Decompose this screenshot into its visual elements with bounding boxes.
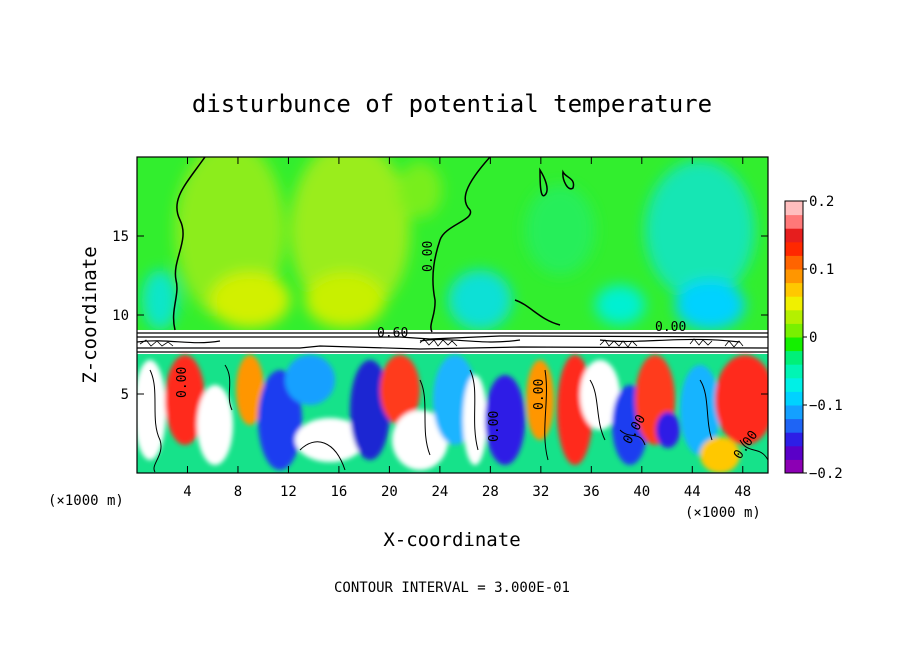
colorbar-swatch [785,296,803,311]
x-tick-label: 24 [431,484,448,500]
colorbar-swatch [785,459,803,474]
contour-label: 0.00 [487,411,502,442]
plot-area [137,157,768,473]
x-tick-label: 16 [330,484,347,500]
colorbar-swatch [785,228,803,243]
colorbar-tick-label: 0.1 [809,262,834,278]
x-tick-label: 44 [684,484,701,500]
contour-interval-text: CONTOUR INTERVAL = 3.000E-01 [334,580,570,596]
colorbar-swatch [785,391,803,406]
chart-title: disturbunce of potential temperature [192,90,712,118]
y-tick-label: 10 [112,308,129,324]
colorbar-swatch [785,255,803,270]
colorbar-ticks: 0.2 0.1 0 −0.1 −0.2 [803,194,843,482]
colorbar-swatch [785,445,803,460]
colorbar-swatch [785,337,803,352]
colorbar-swatch [785,309,803,324]
x-axis-label: X-coordinate [383,529,520,551]
colorbar-swatch [785,214,803,229]
colorbar-swatch [785,269,803,284]
x-unit-left: (×1000 m) [48,493,124,509]
colorbar-swatch [785,241,803,256]
colorbar-swatch [785,364,803,379]
y-tick-label: 15 [112,229,129,245]
colorbar-swatch [785,350,803,365]
lower-contours [149,364,768,473]
colorbar-swatch [785,377,803,392]
contour-label: 0.00 [421,241,436,272]
contour-label: 0.60 [377,326,408,341]
colorbar-tick-label: −0.2 [809,466,843,482]
x-tick-label: 48 [734,484,751,500]
colorbar-swatch [785,405,803,420]
x-tick-label: 32 [532,484,549,500]
inversion-contours [137,332,768,353]
y-axis: 5 10 15 [112,229,768,403]
colorbar-tick-label: 0 [809,330,817,346]
colorbar [785,201,803,474]
contour-label: 0.00 [655,320,686,335]
zero-contour-upper [172,157,575,333]
colorbar-swatch [785,282,803,297]
colorbar-swatch [785,418,803,433]
y-axis-label: Z-coordinate [79,246,101,383]
lower-field-cells [137,355,768,473]
colorbar-swatch [785,201,803,216]
x-tick-label: 8 [234,484,242,500]
contour-label: 0.00 [532,379,547,410]
x-axis: 4 8 12 16 20 24 28 32 36 40 44 48 [183,157,751,500]
x-unit-right: (×1000 m) [685,505,761,521]
x-tick-label: 36 [583,484,600,500]
colorbar-tick-label: 0.2 [809,194,834,210]
y-tick-label: 5 [121,387,129,403]
colorbar-swatch [785,432,803,447]
x-tick-label: 4 [183,484,191,500]
colorbar-swatch [785,323,803,338]
contour-label: 0.00 [175,367,190,398]
x-tick-label: 28 [482,484,499,500]
x-tick-label: 20 [381,484,398,500]
x-tick-label: 40 [633,484,650,500]
x-tick-label: 12 [280,484,297,500]
upper-field-blobs [142,157,755,330]
colorbar-tick-label: −0.1 [809,398,843,414]
